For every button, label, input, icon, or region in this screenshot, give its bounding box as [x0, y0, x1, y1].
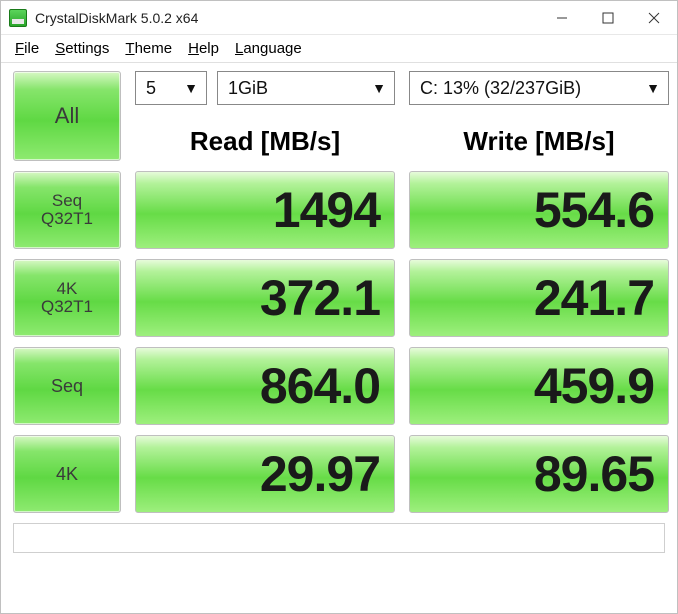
maximize-icon	[602, 12, 614, 24]
main-grid: All 5 ▼ 1GiB ▼ C: 13% (32/237GiB) ▼ Read…	[13, 71, 665, 513]
minimize-icon	[556, 12, 568, 24]
size-value: 1GiB	[228, 78, 268, 99]
4k-button[interactable]: 4K	[13, 435, 121, 513]
seq-q32t1-write: 554.6	[409, 171, 669, 249]
menubar: File Settings Theme Help Language	[1, 35, 677, 63]
close-icon	[648, 12, 660, 24]
4k-q32t1-read: 372.1	[135, 259, 395, 337]
menu-help[interactable]: Help	[180, 38, 227, 59]
titlebar: CrystalDiskMark 5.0.2 x64	[1, 1, 677, 35]
menu-file[interactable]: File	[7, 38, 47, 59]
runs-select[interactable]: 5 ▼	[135, 71, 207, 105]
selects-left: 5 ▼ 1GiB ▼	[135, 71, 395, 111]
seq-read: 864.0	[135, 347, 395, 425]
window-title: CrystalDiskMark 5.0.2 x64	[35, 10, 539, 26]
seq-write: 459.9	[409, 347, 669, 425]
drive-value: C: 13% (32/237GiB)	[420, 78, 581, 99]
chevron-down-icon: ▼	[646, 80, 660, 96]
size-select[interactable]: 1GiB ▼	[217, 71, 395, 105]
runs-value: 5	[146, 78, 156, 99]
close-button[interactable]	[631, 1, 677, 34]
menu-language[interactable]: Language	[227, 38, 310, 59]
minimize-button[interactable]	[539, 1, 585, 34]
menu-theme[interactable]: Theme	[117, 38, 180, 59]
seq-q32t1-read: 1494	[135, 171, 395, 249]
chevron-down-icon: ▼	[184, 80, 198, 96]
content: All 5 ▼ 1GiB ▼ C: 13% (32/237GiB) ▼ Read…	[1, 63, 677, 563]
seq-button[interactable]: Seq	[13, 347, 121, 425]
header-write: Write [MB/s]	[409, 121, 669, 161]
maximize-button[interactable]	[585, 1, 631, 34]
status-bar	[13, 523, 665, 553]
4k-read: 29.97	[135, 435, 395, 513]
window-controls	[539, 1, 677, 34]
chevron-down-icon: ▼	[372, 80, 386, 96]
all-button[interactable]: All	[13, 71, 121, 161]
drive-select[interactable]: C: 13% (32/237GiB) ▼	[409, 71, 669, 105]
menu-settings[interactable]: Settings	[47, 38, 117, 59]
4k-write: 89.65	[409, 435, 669, 513]
4k-q32t1-button[interactable]: 4K Q32T1	[13, 259, 121, 337]
4k-q32t1-write: 241.7	[409, 259, 669, 337]
header-read: Read [MB/s]	[135, 121, 395, 161]
seq-q32t1-button[interactable]: Seq Q32T1	[13, 171, 121, 249]
app-icon	[9, 9, 27, 27]
